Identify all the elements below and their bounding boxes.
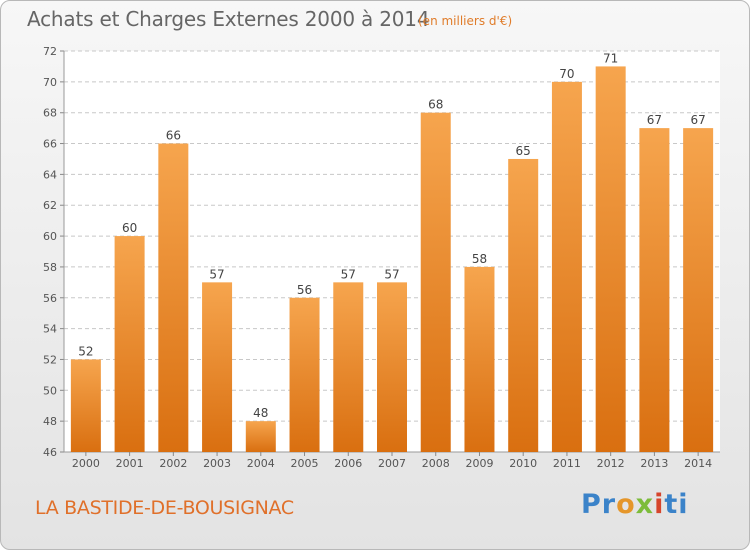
x-tick-label: 2010: [509, 457, 537, 470]
bar-value-label: 52: [78, 344, 93, 358]
logo-part-2: o: [616, 489, 636, 520]
y-tick-label: 52: [43, 353, 57, 366]
chart-title: Achats et Charges Externes 2000 à 2014: [27, 7, 430, 31]
bar: [245, 421, 276, 452]
bar: [551, 81, 582, 452]
bar-value-label: 60: [122, 221, 137, 235]
bar-value-label: 66: [166, 129, 181, 143]
x-tick-label: 2012: [597, 457, 625, 470]
commune-name: LA BASTIDE-DE-BOUSIGNAC: [35, 497, 294, 519]
bar: [683, 128, 714, 452]
y-tick-label: 68: [43, 107, 57, 120]
bar: [639, 128, 670, 452]
bar-value-label: 65: [516, 144, 531, 158]
x-tick-label: 2002: [159, 457, 187, 470]
y-tick-label: 62: [43, 199, 57, 212]
x-tick-label: 2014: [684, 457, 712, 470]
y-tick-label: 56: [43, 292, 57, 305]
x-tick-label: 2011: [553, 457, 581, 470]
logo-part-4: i: [654, 489, 665, 520]
bar-value-label: 57: [384, 267, 399, 281]
bar: [114, 236, 145, 452]
proxiti-logo: Proxiti: [581, 489, 689, 520]
bar: [289, 297, 320, 452]
y-tick-label: 64: [43, 168, 57, 181]
x-tick-label: 2013: [640, 457, 668, 470]
logo-part-3: x: [635, 489, 655, 520]
x-tick-label: 2006: [334, 457, 362, 470]
y-tick-label: 66: [43, 138, 57, 151]
x-tick-label: 2000: [72, 457, 100, 470]
bar-value-label: 56: [297, 283, 312, 297]
bar-value-label: 48: [253, 406, 268, 420]
bar-value-label: 70: [559, 67, 574, 81]
bar-value-label: 57: [209, 267, 224, 281]
bar: [158, 143, 189, 453]
logo-part-5: ti: [664, 489, 689, 520]
bar: [420, 112, 451, 452]
bar: [464, 266, 495, 452]
x-tick-label: 2009: [465, 457, 493, 470]
x-tick-label: 2001: [116, 457, 144, 470]
y-tick-label: 60: [43, 230, 57, 243]
y-tick-label: 46: [43, 446, 57, 459]
bar-value-label: 67: [647, 113, 662, 127]
y-tick-label: 70: [43, 76, 57, 89]
bar: [333, 282, 364, 452]
bar: [377, 282, 407, 452]
x-tick-label: 2008: [422, 457, 450, 470]
bar: [595, 66, 626, 452]
y-tick-label: 48: [43, 415, 57, 428]
bar-value-label: 58: [472, 252, 487, 266]
y-tick-label: 50: [43, 384, 57, 397]
bar-value-label: 68: [428, 98, 443, 112]
bar-value-label: 71: [603, 51, 618, 65]
x-tick-label: 2003: [203, 457, 231, 470]
y-tick-label: 54: [43, 323, 57, 336]
x-tick-label: 2007: [378, 457, 406, 470]
y-tick-label: 58: [43, 261, 57, 274]
bar: [508, 158, 539, 452]
bar-value-label: 57: [341, 267, 356, 281]
x-tick-label: 2004: [247, 457, 275, 470]
x-tick-label: 2005: [291, 457, 319, 470]
y-tick-label: 72: [43, 45, 57, 58]
bar: [70, 359, 101, 452]
bar: [202, 282, 233, 452]
chart-subtitle: (en milliers d'€): [418, 14, 513, 28]
bar-value-label: 67: [690, 113, 705, 127]
logo-part-1: Pr: [581, 489, 617, 520]
